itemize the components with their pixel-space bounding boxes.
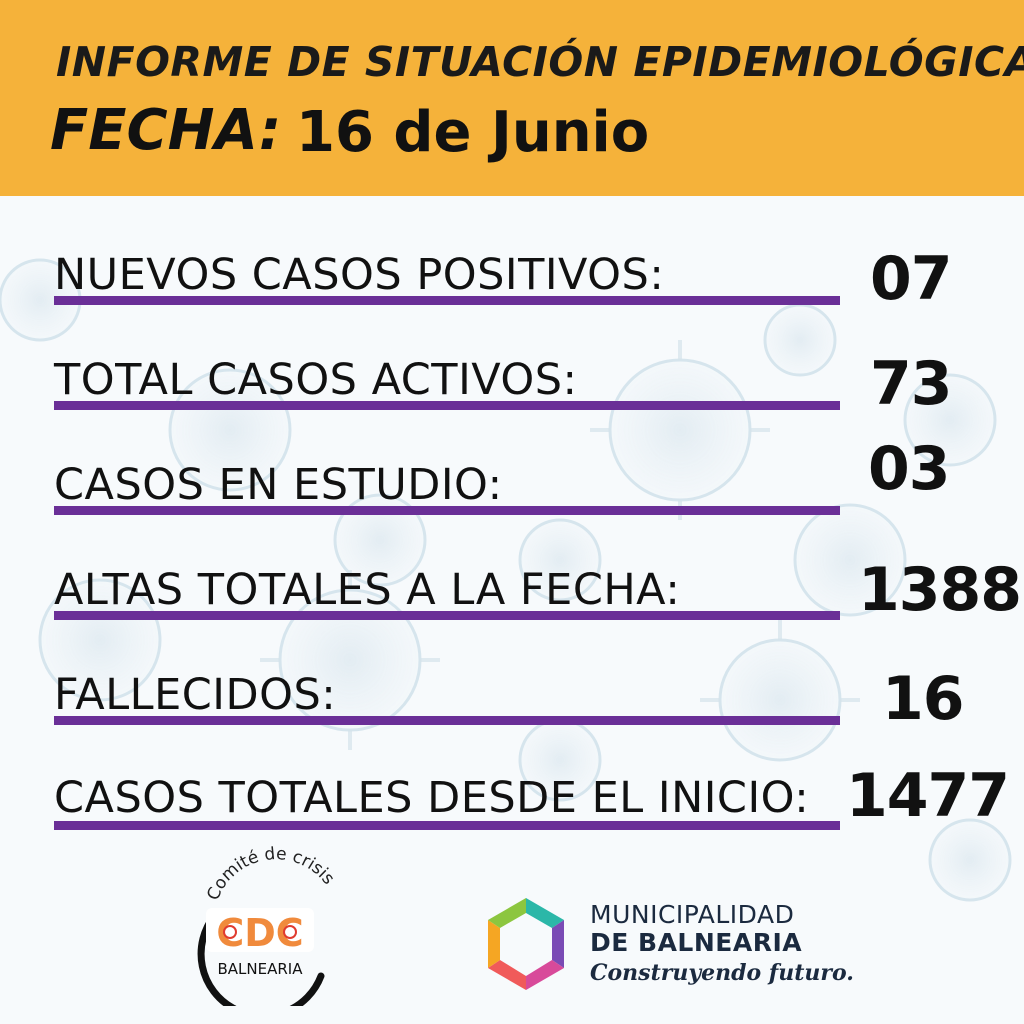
stat-value: 1477 bbox=[846, 761, 1010, 831]
stat-value: 16 bbox=[882, 664, 964, 734]
report-title: INFORME DE SITUACIÓN EPIDEMIOLÓGICA bbox=[56, 38, 1024, 86]
municipality-name-line1: MUNICIPALIDAD bbox=[590, 900, 795, 929]
stat-underline bbox=[54, 296, 840, 305]
stat-value: 07 bbox=[870, 244, 952, 314]
stat-row-deaths: FALLECIDOS: 16 bbox=[0, 660, 1024, 750]
stat-row-total-cases: CASOS TOTALES DESDE EL INICIO: 1477 bbox=[0, 761, 1024, 855]
municipality-hexagon-logo-icon bbox=[488, 898, 564, 990]
stat-label: TOTAL CASOS ACTIVOS: bbox=[54, 355, 578, 405]
stat-label: CASOS EN ESTUDIO: bbox=[54, 460, 503, 510]
stat-underline bbox=[54, 716, 840, 725]
cdc-arc-text: Comité de crisis bbox=[203, 846, 338, 903]
date-value: 16 de Junio bbox=[296, 100, 650, 165]
stat-label: ALTAS TOTALES A LA FECHA: bbox=[54, 565, 681, 615]
stat-row-new-cases: NUEVOS CASOS POSITIVOS: 07 bbox=[0, 240, 1024, 330]
stat-label: NUEVOS CASOS POSITIVOS: bbox=[54, 250, 665, 300]
cdc-logo-icon: Comité de crisis CDC BALNEARIA bbox=[197, 846, 338, 1006]
header-banner: INFORME DE SITUACIÓN EPIDEMIOLÓGICA FECH… bbox=[0, 0, 1024, 196]
municipality-slogan: Construyendo futuro. bbox=[590, 960, 854, 986]
stat-value: 03 bbox=[868, 434, 950, 504]
cdc-place: BALNEARIA bbox=[218, 960, 304, 978]
stat-value: 1388 bbox=[858, 555, 1022, 625]
stat-underline bbox=[54, 401, 840, 410]
date-label: FECHA: bbox=[50, 98, 282, 163]
stat-underline bbox=[54, 821, 840, 830]
stat-row-recoveries: ALTAS TOTALES A LA FECHA: 1388 bbox=[0, 555, 1024, 645]
stat-underline bbox=[54, 611, 840, 620]
stat-label: CASOS TOTALES DESDE EL INICIO: bbox=[54, 773, 810, 823]
stat-label: FALLECIDOS: bbox=[54, 670, 337, 720]
stat-row-cases-under-study: CASOS EN ESTUDIO: 03 bbox=[0, 434, 1024, 540]
stat-value: 73 bbox=[870, 349, 952, 419]
stat-row-active-cases: TOTAL CASOS ACTIVOS: 73 bbox=[0, 345, 1024, 435]
stat-underline bbox=[54, 506, 840, 515]
municipality-name-line2: DE BALNEARIA bbox=[590, 928, 803, 957]
